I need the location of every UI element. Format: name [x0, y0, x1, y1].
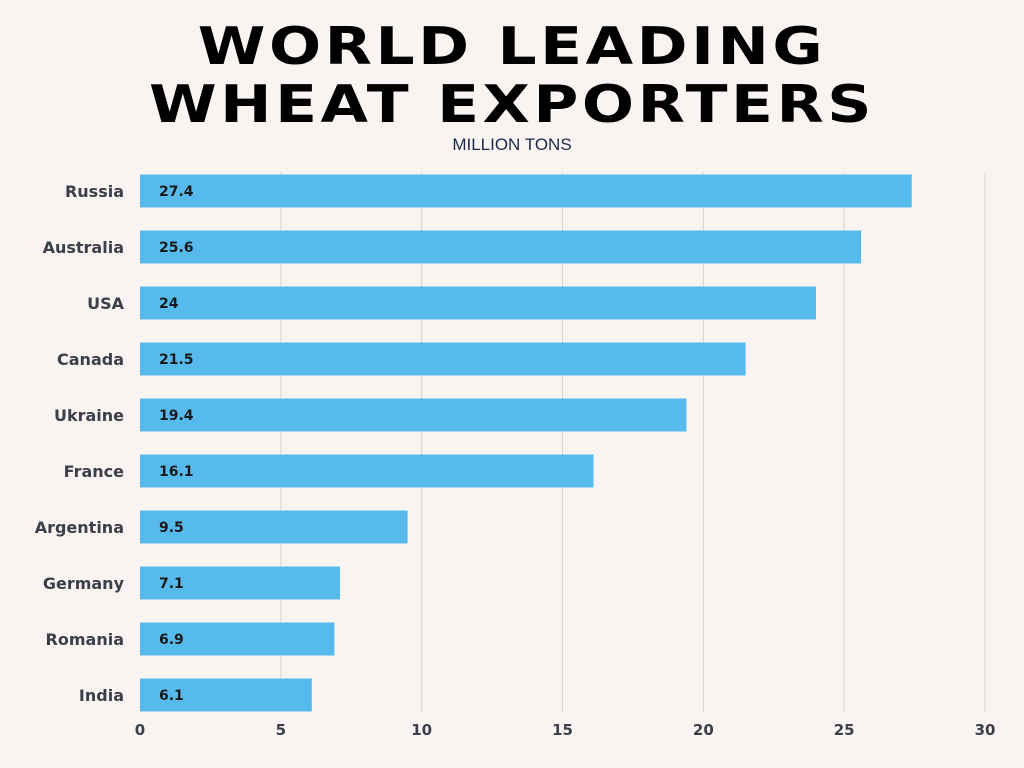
bar-usa: [140, 286, 816, 320]
labels: 0 5 10 15 20 25 30 Russia 27.4 Australia 25.6 USA 24…: [35, 182, 996, 739]
bar-canada: [140, 342, 746, 376]
x-tick-label: 5: [276, 721, 286, 739]
chart-title-line-1: WORLD LEADING: [197, 17, 827, 77]
category-label: Romania: [46, 630, 124, 649]
value-label: 24: [159, 296, 179, 312]
x-tick-label: 20: [693, 721, 714, 739]
bar-romania: [140, 622, 335, 656]
value-label: 25.6: [159, 240, 194, 256]
x-tick-label: 0: [135, 721, 145, 739]
category-label: Germany: [43, 574, 125, 593]
bar-russia: [140, 174, 912, 208]
bar-australia: [140, 230, 862, 264]
category-label: Australia: [43, 238, 124, 257]
value-label: 16.1: [159, 464, 194, 480]
category-label: France: [64, 462, 124, 481]
value-label: 7.1: [159, 576, 184, 592]
bar-france: [140, 454, 594, 488]
chart-title-line-2: WHEAT EXPORTERS: [148, 75, 876, 135]
x-tick-label: 10: [411, 721, 432, 739]
x-tick-label: 25: [834, 721, 855, 739]
value-label: 19.4: [159, 408, 194, 424]
bar-ukraine: [140, 398, 687, 432]
x-tick-label: 30: [975, 721, 996, 739]
value-label: 27.4: [159, 184, 194, 200]
x-tick-label: 15: [552, 721, 573, 739]
category-label: Argentina: [35, 518, 124, 537]
value-label: 9.5: [159, 520, 184, 536]
bar-india: [140, 678, 312, 712]
category-label: Canada: [57, 350, 124, 369]
category-label: USA: [87, 294, 125, 313]
category-label: Ukraine: [54, 406, 124, 425]
value-label: 6.1: [159, 688, 184, 704]
bars: [140, 174, 912, 712]
chart-subtitle: MILLION TONS: [452, 135, 572, 154]
chart-title: WORLD LEADING WHEAT EXPORTERS: [0, 18, 1024, 134]
bar-germany: [140, 566, 340, 600]
bar-argentina: [140, 510, 408, 544]
value-label: 6.9: [159, 632, 184, 648]
category-label: Russia: [65, 182, 124, 201]
value-label: 21.5: [159, 352, 194, 368]
category-label: India: [79, 686, 124, 705]
